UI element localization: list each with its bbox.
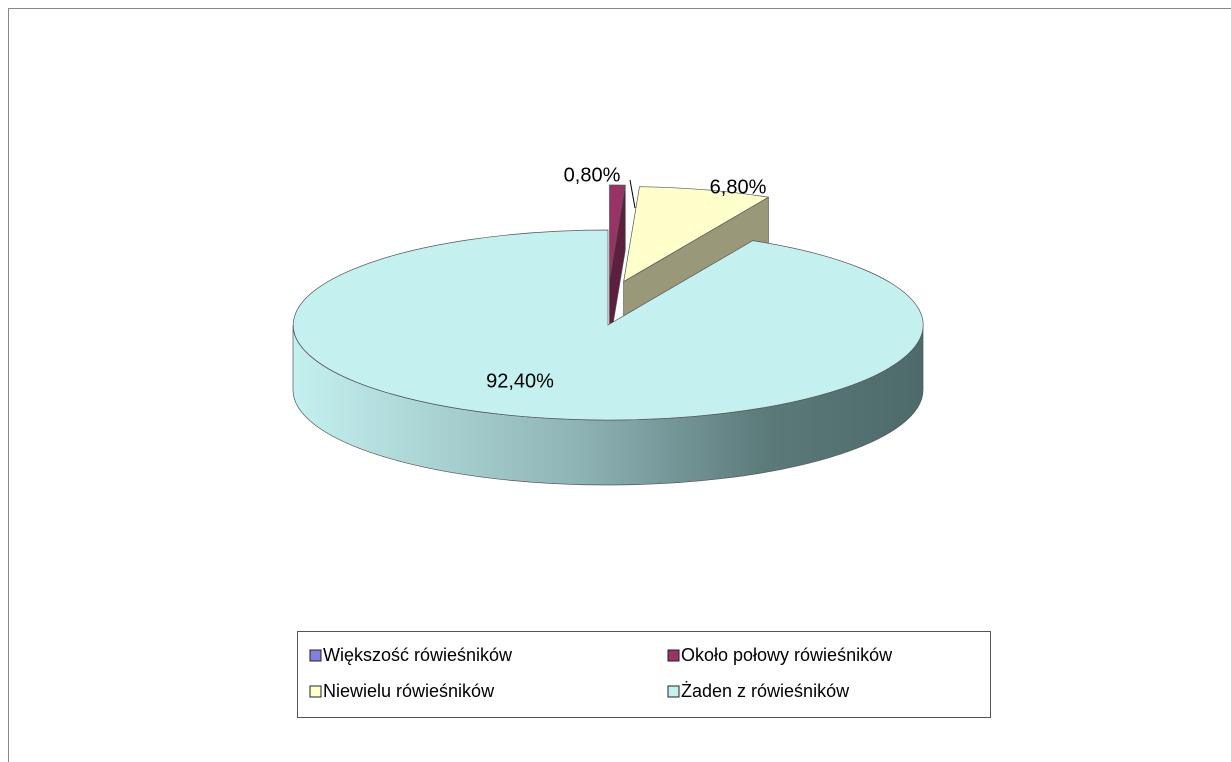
chart-frame bbox=[8, 8, 1231, 762]
data-label: 6,80% bbox=[710, 176, 767, 198]
legend-label: Około połowy rówieśników bbox=[681, 645, 893, 665]
slice bbox=[609, 184, 626, 281]
legend-box bbox=[297, 631, 991, 718]
legend-key bbox=[309, 649, 322, 662]
data-label: 0,80% bbox=[564, 164, 621, 186]
legend-label: Niewielu rówieśników bbox=[323, 681, 495, 701]
legend-label: Większość rówieśników bbox=[323, 645, 513, 665]
legend-label: Żaden z rówieśników bbox=[681, 681, 850, 701]
slice bbox=[623, 186, 770, 283]
legend-key bbox=[667, 685, 680, 698]
legend-key bbox=[667, 649, 680, 662]
legend-key bbox=[309, 685, 322, 698]
leader-line bbox=[629, 179, 636, 209]
slice bbox=[292, 229, 924, 421]
data-label: 92,40% bbox=[486, 370, 554, 392]
